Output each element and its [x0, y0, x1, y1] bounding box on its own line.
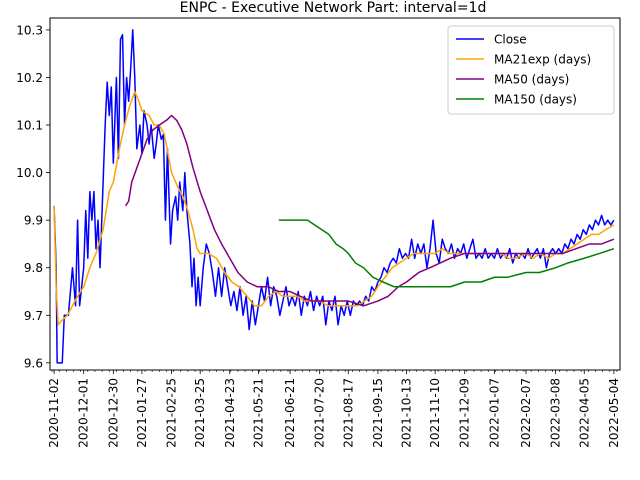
- y-tick-label: 10.0: [16, 166, 43, 180]
- x-tick-label: 2022-02-07: [519, 378, 533, 448]
- series-line-ma150-days: [278, 219, 615, 288]
- series-line-ma21exp-days: [53, 90, 615, 326]
- y-tick-label: 9.7: [24, 309, 43, 323]
- legend: Close MA21exp (days) MA50 (days) MA150 (day…: [447, 25, 615, 115]
- y-tick-label: 9.8: [24, 261, 43, 275]
- x-tick-label: 2021-07-20: [313, 378, 327, 448]
- x-tick-label: 2022-05-04: [607, 378, 621, 448]
- x-tick-label: 2021-11-10: [428, 378, 442, 448]
- legend-label: MA50 (days): [494, 73, 569, 87]
- x-tick-label: 2021-10-13: [400, 378, 414, 448]
- y-tick-label: 10.3: [16, 23, 43, 37]
- series-line-ma50-days: [124, 114, 615, 307]
- x-axis: 2020-11-02 2020-12-01 2020-12-30 2021-01-27…: [47, 370, 621, 448]
- legend-box: [447, 25, 615, 115]
- plot-area: [53, 29, 615, 364]
- x-tick-label: 2021-03-25: [193, 378, 207, 448]
- x-tick-label: 2021-09-15: [371, 378, 385, 448]
- x-tick-label: 2021-01-27: [135, 378, 149, 448]
- x-tick-label: 2021-12-09: [458, 378, 472, 448]
- x-tick-label: 2021-08-17: [341, 378, 355, 448]
- x-tick-label: 2021-02-25: [165, 378, 179, 448]
- x-tick-label: 2022-04-05: [577, 378, 591, 448]
- series-line-close: [53, 29, 615, 364]
- y-tick-label: 10.1: [16, 119, 43, 133]
- chart-title: ENPC - Executive Network Part: interval=…: [180, 0, 487, 16]
- x-tick-label: 2021-04-23: [223, 378, 237, 448]
- x-tick-label: 2020-12-30: [106, 378, 120, 448]
- y-tick-label: 9.9: [24, 214, 43, 228]
- x-tick-label: 2020-11-02: [47, 378, 61, 448]
- x-tick-label: 2022-01-07: [487, 378, 501, 448]
- y-tick-label: 10.2: [16, 71, 43, 85]
- legend-label: MA150 (days): [494, 93, 577, 107]
- x-tick-label: 2021-05-21: [251, 378, 265, 448]
- y-tick-label: 9.6: [24, 356, 43, 370]
- plot-frame: [49, 17, 621, 371]
- x-tick-label: 2022-03-08: [549, 378, 563, 448]
- legend-label: Close: [494, 33, 527, 47]
- x-tick-label: 2020-12-01: [77, 378, 91, 448]
- x-tick-label: 2021-06-21: [283, 378, 297, 448]
- series-layer: [53, 29, 615, 364]
- legend-label: MA21exp (days): [494, 53, 591, 67]
- y-axis: 9.6 9.7 9.8 9.9 10.0 10.1 10.2 10.3: [16, 23, 50, 370]
